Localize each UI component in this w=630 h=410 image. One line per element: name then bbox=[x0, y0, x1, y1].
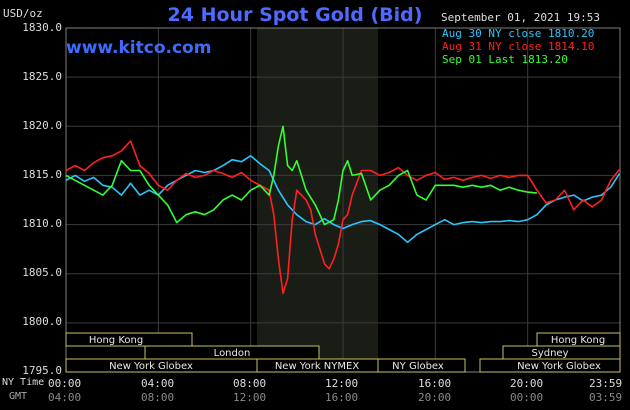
x-tick-label-gmt: 16:00 bbox=[325, 391, 359, 404]
x-tick-label-ny: 23:59 bbox=[589, 377, 623, 390]
y-tick-label: 1810.0 bbox=[22, 217, 62, 230]
nymex-session-band bbox=[257, 28, 378, 372]
session-label: New York Globex bbox=[109, 361, 193, 372]
y-tick-label: 1795.0 bbox=[22, 364, 62, 377]
chart-grid bbox=[65, 27, 621, 373]
legend-entry-sep01: Sep 01 Last 1813.20 bbox=[442, 53, 568, 66]
x-tick-label-ny: 20:00 bbox=[510, 377, 544, 390]
x-tick-label-ny: 04:00 bbox=[141, 377, 175, 390]
site-watermark: www.kitco.com bbox=[66, 38, 212, 58]
x-axis-gmt-label: GMT bbox=[9, 391, 28, 402]
x-tick-label-gmt: 12:00 bbox=[233, 391, 267, 404]
session-label: NY Globex bbox=[392, 361, 444, 372]
session-label: New York Globex bbox=[517, 361, 601, 372]
x-tick-label-ny: 16:00 bbox=[418, 377, 452, 390]
x-tick-label-gmt: 03:59 bbox=[589, 391, 623, 404]
chart-title: 24 Hour Spot Gold (Bid) bbox=[167, 4, 423, 26]
x-tick-label-ny: 00:00 bbox=[48, 377, 82, 390]
y-axis-unit: USD/oz bbox=[3, 7, 43, 20]
series-layer bbox=[65, 125, 621, 295]
series-line-2 bbox=[65, 140, 621, 295]
session-label: Hong Kong bbox=[551, 335, 605, 346]
x-tick-label-ny: 12:00 bbox=[325, 377, 359, 390]
y-tick-label: 1805.0 bbox=[22, 266, 62, 279]
y-tick-label: 1820.0 bbox=[22, 119, 62, 132]
x-axis-ny-time-label: NY Time bbox=[2, 377, 45, 388]
timestamp: September 01, 2021 19:53 bbox=[441, 11, 600, 24]
session-label: Hong Kong bbox=[89, 335, 143, 346]
session-box bbox=[65, 332, 193, 347]
x-tick-label-gmt: 20:00 bbox=[418, 391, 452, 404]
session-label: Sydney bbox=[531, 348, 568, 359]
session-box bbox=[479, 358, 621, 373]
y-tick-label: 1830.0 bbox=[22, 21, 62, 34]
sessions-layer: Hong Kong London New York Globex New Yor… bbox=[65, 332, 621, 373]
legend-entry-aug31: Aug 31 NY close 1814.10 bbox=[442, 40, 595, 53]
series-line-3 bbox=[65, 125, 537, 226]
y-tick-label: 1825.0 bbox=[22, 70, 62, 83]
session-box bbox=[377, 358, 466, 373]
x-tick-label-gmt: 08:00 bbox=[141, 391, 175, 404]
legend-entry-aug30: Aug 30 NY close 1810.20 bbox=[442, 27, 595, 40]
session-label: London bbox=[214, 348, 251, 359]
y-tick-label: 1815.0 bbox=[22, 168, 62, 181]
x-tick-label-gmt: 04:00 bbox=[48, 391, 82, 404]
session-label: New York NYMEX bbox=[275, 361, 360, 372]
y-tick-label: 1800.0 bbox=[22, 315, 62, 328]
x-tick-label-gmt: 00:00 bbox=[510, 391, 544, 404]
x-tick-label-ny: 08:00 bbox=[233, 377, 267, 390]
